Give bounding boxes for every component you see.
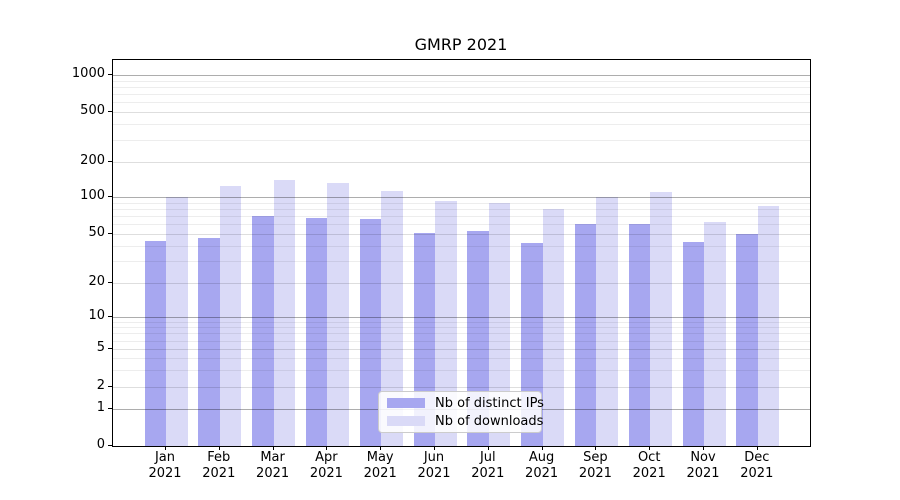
x-tick-label-jun: Jun 2021 xyxy=(417,450,451,481)
bar-distinct-ips-nov xyxy=(682,242,704,446)
y-tick-label-1: 1 xyxy=(96,400,105,415)
gridline-600 xyxy=(113,102,810,104)
bar-downloads-aug xyxy=(542,208,565,446)
y-tick-label-500: 500 xyxy=(80,103,105,118)
gridline-200 xyxy=(113,161,810,163)
legend-item-distinct-ips: Nb of distinct IPs xyxy=(387,396,544,411)
bar-downloads-sep xyxy=(596,197,618,446)
x-tick-label-jul: Jul 2021 xyxy=(471,450,505,481)
y-tick-label-5: 5 xyxy=(96,340,105,355)
bar-downloads-dec xyxy=(757,206,780,446)
legend-swatch-downloads xyxy=(387,416,425,426)
bar-downloads-jan xyxy=(166,196,188,446)
bar-distinct-ips-may xyxy=(359,219,382,446)
y-tick-mark-200 xyxy=(108,160,112,162)
gridline-500 xyxy=(113,112,810,113)
chart-title: GMRP 2021 xyxy=(414,35,508,54)
bar-distinct-ips-sep xyxy=(574,224,597,446)
bar-downloads-oct xyxy=(650,191,672,446)
gridline-900 xyxy=(113,80,810,82)
y-tick-label-200: 200 xyxy=(80,152,105,168)
bar-distinct-ips-dec xyxy=(736,234,758,446)
y-tick-mark-1000 xyxy=(108,74,112,75)
y-tick-mark-20 xyxy=(108,282,112,283)
x-tick-label-dec: Dec 2021 xyxy=(740,450,774,481)
bar-distinct-ips-jan xyxy=(144,240,166,446)
x-tick-mark-dec xyxy=(756,446,758,450)
bar-distinct-ips-mar xyxy=(252,216,274,446)
x-tick-label-mar: Mar 2021 xyxy=(256,450,290,481)
bar-downloads-feb xyxy=(219,186,242,446)
x-tick-mark-may xyxy=(380,446,382,450)
x-tick-label-jan: Jan 2021 xyxy=(148,450,182,481)
legend: Nb of distinct IPs Nb of downloads xyxy=(378,391,544,433)
x-tick-mark-jan xyxy=(165,446,166,450)
gridline-800 xyxy=(113,86,810,88)
gridline-400 xyxy=(113,124,810,126)
y-tick-mark-2 xyxy=(108,386,112,387)
gridline-1000 xyxy=(113,75,810,76)
y-tick-mark-50 xyxy=(108,233,112,234)
gridline-300 xyxy=(113,139,810,141)
legend-swatch-distinct-ips xyxy=(387,398,425,408)
x-tick-mark-mar xyxy=(272,446,274,450)
x-tick-mark-apr xyxy=(326,446,328,450)
gridline-700 xyxy=(113,94,810,96)
y-tick-mark-1 xyxy=(108,408,112,409)
legend-label-distinct-ips: Nb of distinct IPs xyxy=(435,395,544,411)
gridline-100 xyxy=(113,197,810,198)
bar-downloads-may xyxy=(381,190,403,446)
bar-downloads-mar xyxy=(273,179,296,446)
bar-downloads-apr xyxy=(327,183,349,446)
y-tick-label-100: 100 xyxy=(80,188,105,203)
x-tick-mark-aug xyxy=(541,446,543,450)
x-tick-label-may: May 2021 xyxy=(363,450,397,481)
bar-distinct-ips-apr xyxy=(305,217,328,446)
gridline-70 xyxy=(113,216,810,218)
legend-label-downloads: Nb of downloads xyxy=(435,413,544,429)
y-tick-label-50: 50 xyxy=(88,225,105,240)
x-tick-mark-jul xyxy=(487,446,489,450)
bar-downloads-nov xyxy=(704,221,726,446)
x-tick-mark-sep xyxy=(595,446,597,450)
x-tick-mark-feb xyxy=(218,446,220,450)
gridline-90 xyxy=(113,202,810,204)
bar-downloads-jun xyxy=(435,201,457,446)
bar-downloads-jul xyxy=(488,202,511,446)
bar-distinct-ips-feb xyxy=(198,238,220,446)
x-tick-mark-nov xyxy=(703,446,704,450)
y-tick-mark-100 xyxy=(108,196,112,197)
y-tick-mark-500 xyxy=(108,111,112,112)
y-tick-label-20: 20 xyxy=(88,274,105,289)
x-tick-label-sep: Sep 2021 xyxy=(578,450,612,481)
x-tick-label-apr: Apr 2021 xyxy=(309,450,343,481)
legend-item-downloads: Nb of downloads xyxy=(387,414,543,429)
plot-area xyxy=(112,59,811,447)
gridline-80 xyxy=(113,208,810,210)
x-tick-label-nov: Nov 2021 xyxy=(686,450,720,481)
x-tick-mark-oct xyxy=(649,446,651,450)
x-tick-label-feb: Feb 2021 xyxy=(202,450,236,481)
bar-distinct-ips-oct xyxy=(628,224,651,446)
y-tick-mark-0 xyxy=(108,444,112,446)
y-tick-mark-10 xyxy=(108,316,112,317)
x-tick-label-oct: Oct 2021 xyxy=(632,450,666,481)
y-tick-label-0: 0 xyxy=(96,436,105,452)
y-tick-label-10: 10 xyxy=(88,308,105,323)
x-tick-mark-jun xyxy=(434,446,435,450)
y-tick-mark-5 xyxy=(108,348,112,349)
x-tick-label-aug: Aug 2021 xyxy=(525,450,559,481)
y-tick-label-1000: 1000 xyxy=(71,66,105,81)
y-tick-label-2: 2 xyxy=(96,378,105,393)
